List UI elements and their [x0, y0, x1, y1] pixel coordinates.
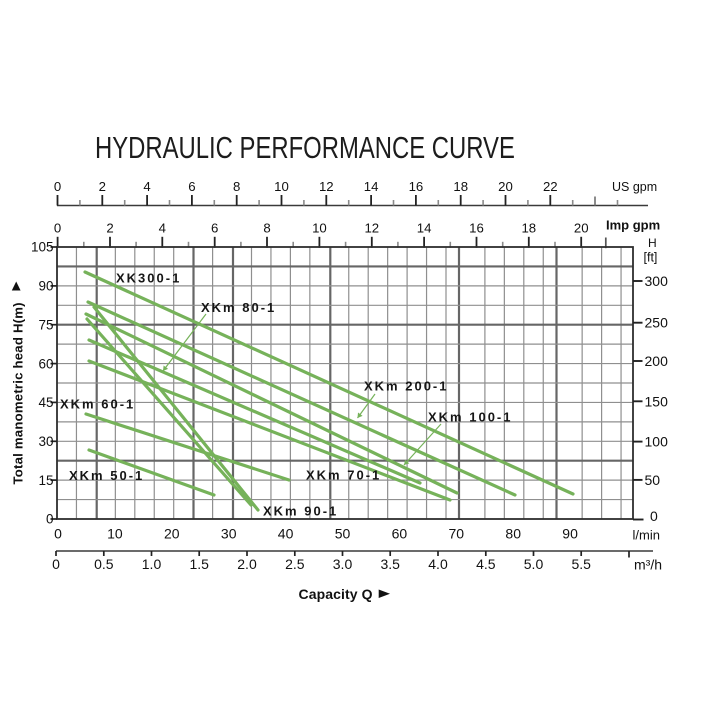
- svg-text:300: 300: [645, 273, 669, 289]
- svg-text:Total manometric head H(m): Total manometric head H(m): [11, 302, 26, 484]
- svg-text:0: 0: [46, 512, 54, 527]
- svg-text:10: 10: [274, 179, 289, 194]
- svg-text:18: 18: [453, 179, 468, 194]
- svg-text:0: 0: [54, 221, 61, 236]
- svg-text:XKm 80-1: XKm 80-1: [201, 300, 276, 315]
- svg-text:XKm 200-1: XKm 200-1: [364, 379, 448, 394]
- svg-text:1.5: 1.5: [189, 556, 209, 572]
- svg-text:4.5: 4.5: [476, 556, 496, 572]
- svg-text:18: 18: [521, 221, 536, 236]
- svg-text:250: 250: [645, 315, 669, 331]
- svg-text:45: 45: [38, 395, 53, 410]
- svg-text:105: 105: [31, 240, 54, 255]
- svg-text:2: 2: [106, 221, 113, 236]
- svg-text:0: 0: [54, 179, 61, 194]
- svg-text:6: 6: [188, 179, 195, 194]
- svg-text:0: 0: [650, 508, 658, 524]
- svg-text:H: H: [648, 236, 657, 250]
- svg-text:2: 2: [99, 179, 106, 194]
- svg-text:80: 80: [505, 526, 521, 542]
- svg-text:60: 60: [392, 526, 408, 542]
- svg-text:10: 10: [312, 221, 327, 236]
- svg-text:20: 20: [574, 221, 589, 236]
- svg-text:2.0: 2.0: [237, 556, 257, 572]
- svg-text:4.0: 4.0: [428, 556, 448, 572]
- svg-text:l/min: l/min: [633, 528, 660, 543]
- svg-text:5.0: 5.0: [524, 556, 544, 572]
- svg-text:XK300-1: XK300-1: [116, 271, 181, 286]
- svg-text:4: 4: [143, 179, 150, 194]
- svg-text:200: 200: [645, 353, 669, 369]
- svg-text:6: 6: [211, 221, 218, 236]
- svg-text:75: 75: [38, 317, 53, 332]
- svg-text:3.5: 3.5: [380, 556, 400, 572]
- svg-text:m³/h: m³/h: [634, 557, 662, 573]
- svg-text:16: 16: [469, 221, 484, 236]
- svg-text:40: 40: [278, 526, 294, 542]
- svg-text:5.5: 5.5: [571, 556, 591, 572]
- svg-text:60: 60: [38, 356, 53, 371]
- svg-text:16: 16: [409, 179, 424, 194]
- svg-text:0: 0: [54, 526, 62, 542]
- svg-text:US gpm: US gpm: [612, 180, 657, 194]
- svg-text:XKm 50-1: XKm 50-1: [69, 468, 144, 483]
- svg-text:14: 14: [417, 221, 432, 236]
- svg-text:12: 12: [364, 221, 379, 236]
- svg-text:XKm 70-1: XKm 70-1: [306, 468, 381, 483]
- svg-text:90: 90: [38, 279, 53, 294]
- svg-text:3.0: 3.0: [333, 556, 353, 572]
- svg-text:8: 8: [263, 221, 270, 236]
- svg-text:4: 4: [159, 221, 166, 236]
- svg-text:50: 50: [335, 526, 351, 542]
- svg-text:30: 30: [221, 526, 237, 542]
- svg-text:20: 20: [498, 179, 513, 194]
- svg-text:XKm 90-1: XKm 90-1: [263, 504, 338, 519]
- svg-text:50: 50: [645, 472, 661, 488]
- svg-text:30: 30: [38, 434, 53, 449]
- svg-text:2.5: 2.5: [285, 556, 305, 572]
- svg-text:[ft]: [ft]: [644, 251, 658, 265]
- svg-text:HYDRAULIC PERFORMANCE CURVE: HYDRAULIC PERFORMANCE CURVE: [95, 130, 515, 165]
- svg-text:14: 14: [364, 179, 379, 194]
- svg-text:70: 70: [449, 526, 465, 542]
- svg-text:10: 10: [107, 526, 123, 542]
- svg-text:0.5: 0.5: [94, 556, 114, 572]
- svg-text:22: 22: [543, 179, 558, 194]
- svg-text:Imp gpm: Imp gpm: [606, 218, 660, 233]
- svg-text:XKm 100-1: XKm 100-1: [428, 410, 512, 425]
- svg-text:XKm 60-1: XKm 60-1: [60, 397, 135, 412]
- svg-text:0: 0: [52, 556, 60, 572]
- svg-text:20: 20: [164, 526, 180, 542]
- svg-text:Capacity Q: Capacity Q: [299, 586, 373, 602]
- svg-text:150: 150: [645, 393, 669, 409]
- svg-text:15: 15: [38, 473, 53, 488]
- svg-text:1.0: 1.0: [142, 556, 162, 572]
- svg-text:90: 90: [562, 526, 578, 542]
- svg-text:8: 8: [233, 179, 240, 194]
- svg-text:12: 12: [319, 179, 334, 194]
- svg-text:100: 100: [645, 434, 669, 450]
